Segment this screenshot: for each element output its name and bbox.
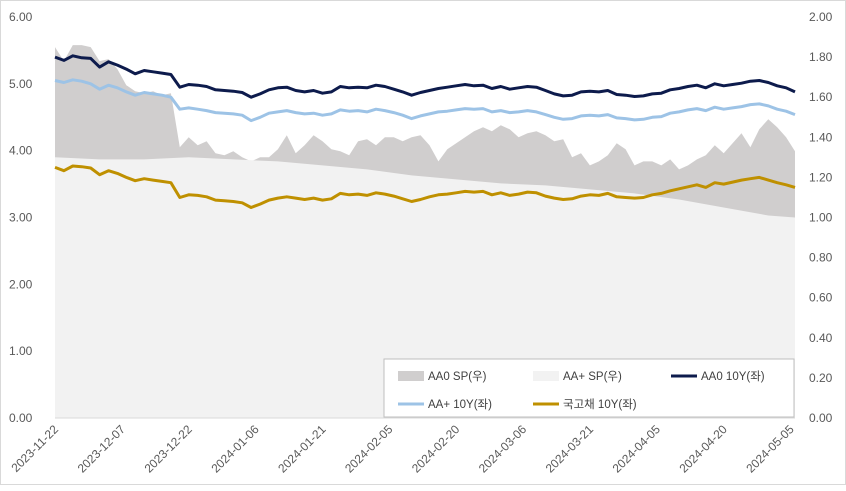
legend-label-1: AA0 SP(우) xyxy=(428,370,487,383)
y-right-tick-label: 0.00 xyxy=(809,411,833,425)
x-tick-label: 2024-02-05 xyxy=(342,422,396,476)
legend-swatch-1 xyxy=(398,371,424,381)
legend-label-5: 국고채 10Y(좌) xyxy=(563,398,637,411)
legend-label-3: AA0 10Y(좌) xyxy=(701,370,765,383)
y-left-tick-label: 1.00 xyxy=(9,344,33,358)
y-left-tick-label: 6.00 xyxy=(9,10,33,24)
legend-box xyxy=(383,358,795,418)
y-right-tick-label: 1.40 xyxy=(809,130,833,144)
area-series-group xyxy=(55,45,795,419)
line-series-3 xyxy=(54,164,796,209)
line-series-2 xyxy=(54,78,796,123)
y-right-tick-label: 2.00 xyxy=(809,10,833,24)
x-tick-label: 2024-01-21 xyxy=(275,422,329,476)
y-left-tick-label: 4.00 xyxy=(9,144,33,158)
legend-swatch-2 xyxy=(533,371,559,381)
x-tick-label: 2024-04-20 xyxy=(676,422,730,476)
line-series-group xyxy=(54,54,796,209)
y-right-tick-label: 0.80 xyxy=(809,251,833,265)
x-tick-label: 2024-02-20 xyxy=(409,422,463,476)
y-right-tick-label: 0.20 xyxy=(809,371,833,385)
y-right-tick-label: 0.40 xyxy=(809,331,833,345)
x-tick-label: 2023-12-22 xyxy=(142,422,196,476)
x-tick-label: 2023-12-07 xyxy=(75,422,129,476)
y-right-tick-label: 1.60 xyxy=(809,90,833,104)
line-series-1 xyxy=(54,54,796,99)
x-tick-label: 2024-04-05 xyxy=(610,422,664,476)
x-tick-label: 2024-03-06 xyxy=(476,422,530,476)
left-y-axis: 0.00 1.00 2.00 3.00 4.00 5.00 6.00 xyxy=(9,10,33,425)
y-right-tick-label: 0.60 xyxy=(809,291,833,305)
legend-label-4: AA+ 10Y(좌) xyxy=(428,398,492,411)
y-right-tick-label: 1.80 xyxy=(809,50,833,64)
legend: AA0 SP(우) AA+ SP(우) AA0 10Y(좌) AA+ 10Y(좌) 국고… xyxy=(383,358,795,418)
y-right-tick-label: 1.20 xyxy=(809,170,833,184)
y-left-tick-label: 3.00 xyxy=(9,211,33,225)
legend-label-2: AA+ SP(우) xyxy=(563,370,622,383)
y-left-tick-label: 2.00 xyxy=(9,277,33,291)
x-tick-label: 2024-05-05 xyxy=(743,422,797,476)
y-right-tick-label: 1.00 xyxy=(809,211,833,225)
x-tick-label: 2024-01-06 xyxy=(208,422,262,476)
area-series-2 xyxy=(55,157,795,419)
x-axis: 2023-11-22 2023-12-07 2023-12-22 2024-01-06… xyxy=(8,417,797,476)
y-left-tick-label: 0.00 xyxy=(9,411,33,425)
x-tick-label: 2023-11-22 xyxy=(8,422,61,475)
x-tick-label: 2024-03-21 xyxy=(543,422,597,476)
y-left-tick-label: 5.00 xyxy=(9,77,33,91)
right-y-axis: 0.00 0.20 0.40 0.60 0.80 1.00 1.20 1.40 1.60 1.80… xyxy=(809,10,833,425)
